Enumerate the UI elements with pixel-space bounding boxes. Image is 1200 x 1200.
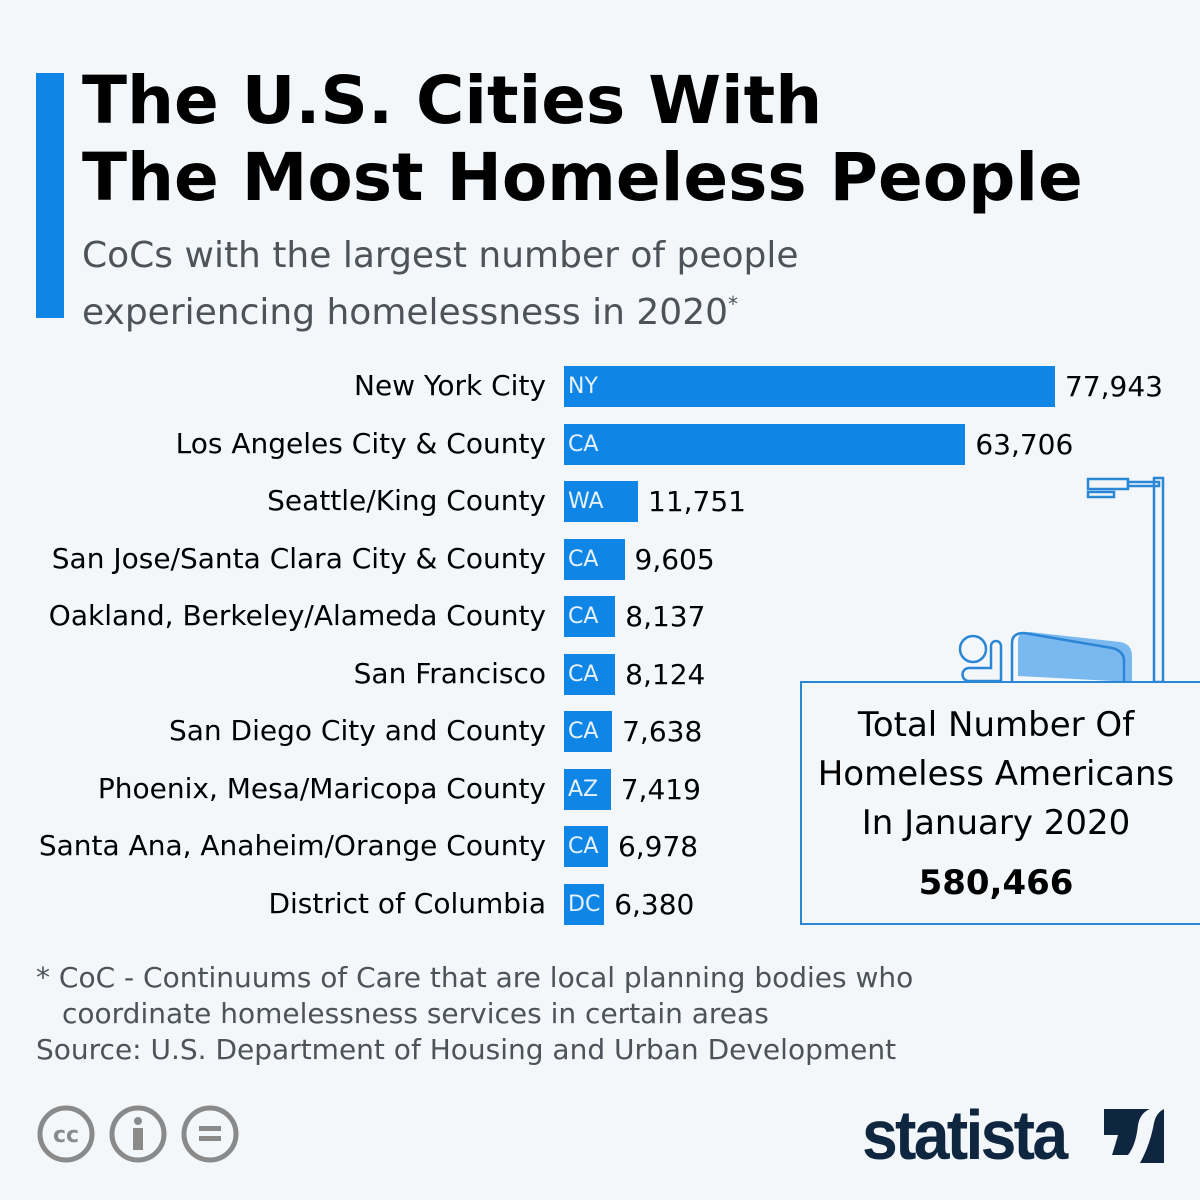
- category-label: San Jose/Santa Clara City & County: [51, 541, 546, 575]
- callout-line-2: Homeless Americans: [817, 754, 1175, 794]
- value-label: 9,605: [634, 542, 715, 576]
- page-title: The U.S. Cities With The Most Homeless P…: [82, 62, 1083, 216]
- creative-commons-icon[interactable]: cc: [36, 1104, 96, 1164]
- state-label: DC: [568, 891, 601, 917]
- bar: [564, 883, 605, 925]
- value-label: 63,706: [975, 427, 1074, 461]
- bar: [564, 538, 625, 580]
- title-line-2: The Most Homeless People: [82, 139, 1083, 216]
- subtitle: CoCs with the largest number of people e…: [82, 232, 799, 337]
- callout-line-3: In January 2020: [861, 803, 1131, 843]
- source: Source: U.S. Department of Housing and U…: [36, 1033, 897, 1066]
- value-label: 77,943: [1065, 370, 1163, 403]
- value-label: 7,638: [622, 715, 703, 748]
- bar: [564, 653, 616, 695]
- bar: [564, 366, 1055, 407]
- bar: [564, 596, 616, 637]
- attribution-icon[interactable]: [108, 1104, 168, 1164]
- value-label: 7,419: [620, 772, 701, 806]
- category-label: Santa Ana, Anaheim/Orange County: [38, 829, 546, 862]
- state-label: AZ: [568, 776, 599, 802]
- category-label: San Francisco: [353, 656, 546, 690]
- value-label: 11,751: [648, 485, 746, 518]
- value-label: 8,137: [625, 600, 706, 633]
- callout-line-1: Total Number Of: [857, 705, 1135, 745]
- state-label: CA: [568, 546, 599, 572]
- bar: [564, 481, 639, 522]
- statista-logo-mark-icon: [1104, 1105, 1164, 1163]
- footnote: * CoC - Continuums of Care that are loca…: [36, 960, 913, 1068]
- state-label: WA: [568, 489, 604, 514]
- callout-total: 580,466: [918, 863, 1074, 903]
- state-label: CA: [568, 604, 599, 629]
- statista-logo[interactable]: statista: [862, 1096, 1068, 1174]
- footnote-line-2: coordinate homelessness services in cert…: [62, 997, 769, 1030]
- title-accent-bar: [36, 73, 64, 318]
- state-label: NY: [568, 374, 598, 399]
- category-label: Oakland, Berkeley/Alameda County: [48, 599, 546, 632]
- state-label: CA: [568, 719, 599, 744]
- state-label: CA: [568, 834, 599, 859]
- category-label: Los Angeles City & County: [175, 426, 546, 460]
- state-label: CA: [568, 661, 599, 687]
- bar: [564, 711, 613, 752]
- total-callout-box: Total Number Of Homeless Americans In Ja…: [800, 681, 1200, 925]
- value-label: 6,380: [614, 887, 695, 921]
- homeless-person-streetlamp-icon: [958, 476, 1165, 682]
- bar: [564, 423, 966, 465]
- svg-text:cc: cc: [53, 1123, 79, 1148]
- footnote-line-1: * CoC - Continuums of Care that are loca…: [36, 961, 914, 994]
- category-label: Phoenix, Mesa/Maricopa County: [97, 771, 546, 805]
- value-label: 8,124: [625, 657, 706, 691]
- title-line-1: The U.S. Cities With: [82, 62, 823, 139]
- category-label: District of Columbia: [268, 886, 546, 920]
- footnote-mark: *: [728, 292, 739, 316]
- category-label: San Diego City and County: [168, 714, 546, 747]
- subtitle-line-1: CoCs with the largest number of people: [82, 235, 799, 276]
- category-label: Seattle/King County: [267, 484, 546, 517]
- no-derivatives-icon[interactable]: [180, 1104, 240, 1164]
- state-label: CA: [568, 431, 599, 457]
- bar: [564, 826, 608, 867]
- category-label: New York City: [354, 369, 546, 402]
- value-label: 6,978: [617, 830, 699, 863]
- bar: [564, 768, 611, 810]
- subtitle-line-2: experiencing homelessness in 2020: [82, 292, 729, 333]
